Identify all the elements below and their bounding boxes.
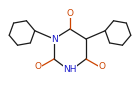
- Text: N: N: [52, 35, 58, 44]
- Text: NH: NH: [63, 66, 77, 74]
- Text: O: O: [66, 9, 74, 18]
- Text: O: O: [99, 62, 106, 71]
- Text: O: O: [34, 62, 41, 71]
